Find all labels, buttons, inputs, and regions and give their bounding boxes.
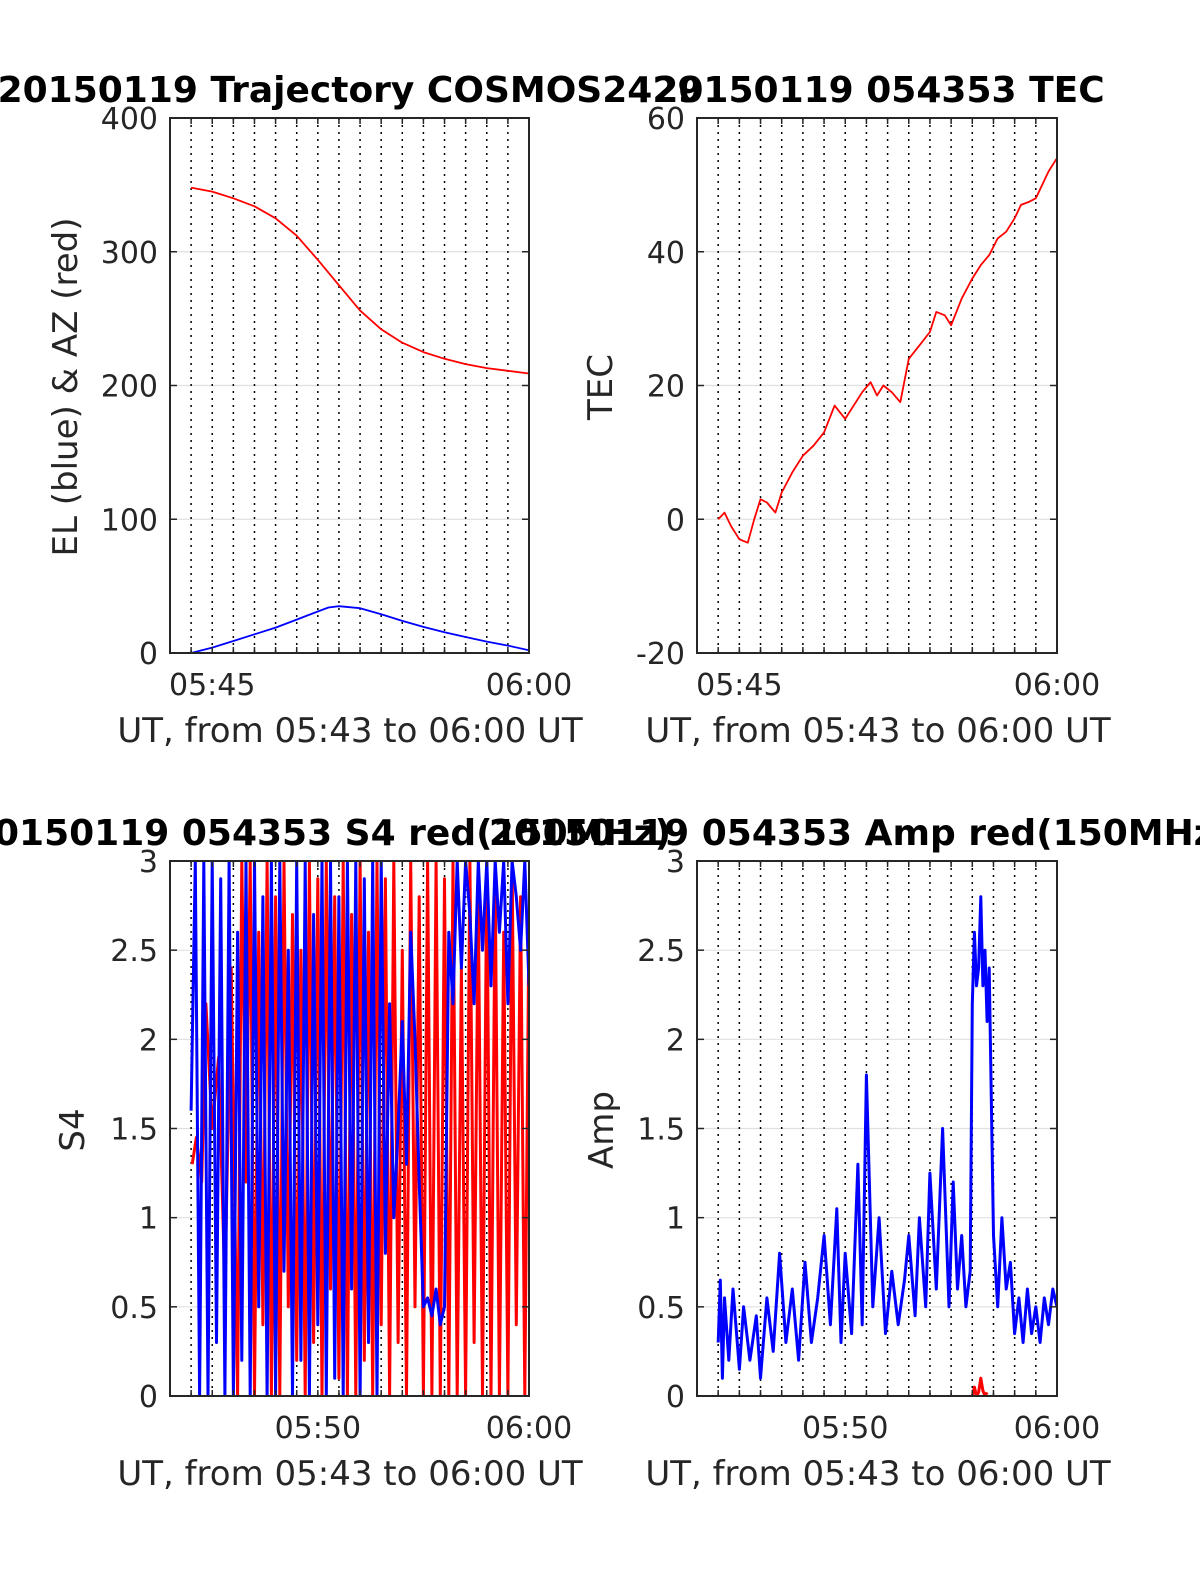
s4-ylabel: S4 <box>53 1108 93 1151</box>
amp-series-1-line <box>716 895 1057 1380</box>
tec-xtick-label: 06:00 <box>1014 668 1100 703</box>
trajectory-title: 20150119 Trajectory COSMOS2429 <box>0 70 702 111</box>
amp-ytick-label: 2 <box>666 1023 685 1058</box>
tec-title: 20150119 054353 TEC <box>653 70 1104 111</box>
tec-ytick-label: 20 <box>647 370 685 405</box>
amp-xtick-label: 06:00 <box>1014 1411 1100 1446</box>
amp-ytick-label: 0.5 <box>637 1291 685 1326</box>
s4-ytick-label: 1 <box>139 1202 158 1237</box>
tec-ytick-label: -20 <box>636 637 685 672</box>
trajectory-ytick-label: 100 <box>101 503 158 538</box>
amp-xtick-label: 05:50 <box>802 1411 888 1446</box>
tec-series-0-line <box>717 157 1057 544</box>
amp-xlabel: UT, from 05:43 to 06:00 UT <box>645 1454 1111 1494</box>
trajectory-series-1-line <box>190 186 529 375</box>
amp-title: 20150119 054353 Amp red(150MHz) <box>489 813 1200 854</box>
trajectory-ytick-label: 400 <box>101 102 158 137</box>
amp-ytick-label: 1 <box>666 1202 685 1237</box>
s4-plot-area: 0 0.5 1 1.5 2 2.5 3 05:50 06:00 <box>110 845 572 1446</box>
tec-series-group <box>717 157 1057 544</box>
amp-ylabel: Amp <box>582 1091 622 1169</box>
trajectory-plot-area: 0 100 200 300 400 05:45 06:00 <box>101 102 573 703</box>
s4-ytick-label: 3 <box>139 845 158 880</box>
trajectory-ytick-label: 200 <box>101 370 158 405</box>
trajectory-series-0-line <box>190 605 529 653</box>
tec-xtick-label: 05:45 <box>696 668 782 703</box>
tec-ytick-label: 60 <box>647 102 685 137</box>
amp-ytick-label: 0 <box>666 1380 685 1415</box>
trajectory-xtick-label: 06:00 <box>486 668 572 703</box>
amp-ytick-label: 1.5 <box>637 1113 685 1148</box>
s4-ytick-label: 1.5 <box>110 1113 158 1148</box>
subplot-amp: 0 0.5 1 1.5 2 2.5 3 05:50 06:00 20150119 054353 … <box>489 813 1200 1494</box>
tec-xlabel: UT, from 05:43 to 06:00 UT <box>645 711 1111 751</box>
tec-ytick-label: 40 <box>647 236 685 271</box>
amp-ytick-label: 2.5 <box>637 934 685 969</box>
trajectory-xlabel: UT, from 05:43 to 06:00 UT <box>117 711 583 751</box>
s4-series-1-line <box>189 861 529 1396</box>
trajectory-ytick-label: 0 <box>139 637 158 672</box>
trajectory-ylabel: EL (blue) & AZ (red) <box>46 217 86 556</box>
s4-xtick-label: 05:50 <box>275 1411 361 1446</box>
trajectory-xtick-label: 05:45 <box>169 668 255 703</box>
subplot-tec: -20 0 20 40 60 05:45 06:00 20150119 054353 TEC… <box>581 70 1111 751</box>
trajectory-ytick-label: 300 <box>101 236 158 271</box>
tec-ylabel: TEC <box>581 354 621 421</box>
s4-ytick-label: 0 <box>139 1380 158 1415</box>
s4-xlabel: UT, from 05:43 to 06:00 UT <box>117 1454 583 1494</box>
amp-ytick-label: 3 <box>666 845 685 880</box>
trajectory-series-group <box>190 186 529 653</box>
tec-ytick-label: 0 <box>666 503 685 538</box>
subplot-s4: 0 0.5 1 1.5 2 2.5 3 05:50 06:00 20150119 054353 … <box>0 813 671 1494</box>
s4-ytick-label: 2.5 <box>110 934 158 969</box>
tec-plot-area: -20 0 20 40 60 05:45 06:00 <box>636 102 1100 703</box>
s4-xtick-label: 06:00 <box>486 1411 572 1446</box>
s4-ytick-label: 2 <box>139 1023 158 1058</box>
s4-series-group <box>189 861 529 1396</box>
amp-plot-area: 0 0.5 1 1.5 2 2.5 3 05:50 06:00 <box>637 845 1100 1446</box>
s4-title: 20150119 054353 S4 red(150MHz) <box>0 813 671 854</box>
s4-ytick-label: 0.5 <box>110 1291 158 1326</box>
